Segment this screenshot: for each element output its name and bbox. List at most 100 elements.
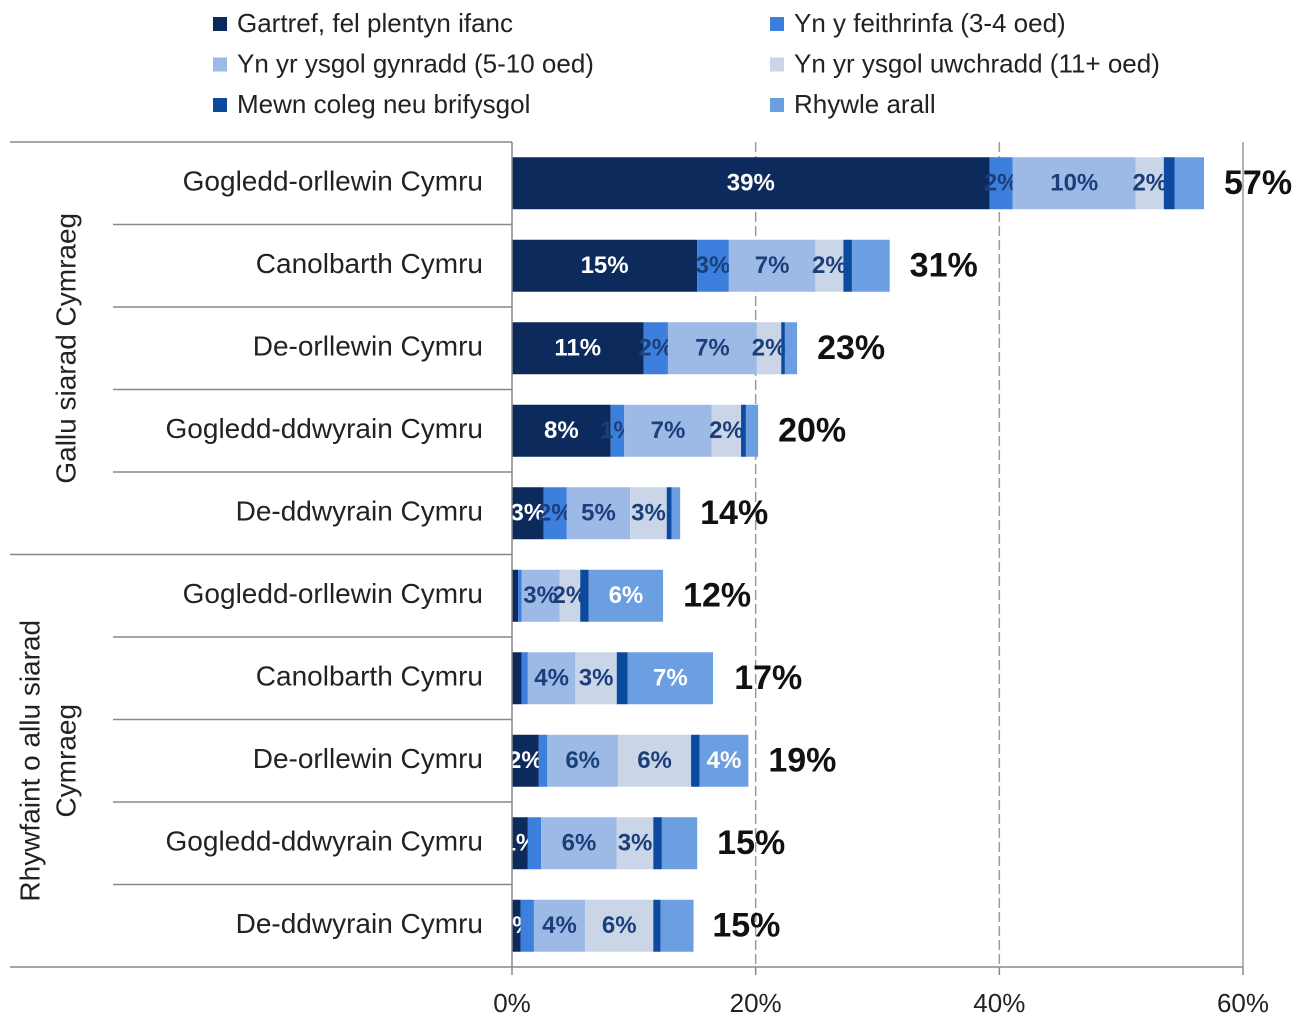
- bar-segment: [728, 239, 816, 292]
- segment-label: 2%: [984, 170, 1019, 197]
- bar-segment: [512, 899, 521, 952]
- segment-label: 7%: [651, 417, 686, 444]
- segment-label: 6%: [562, 830, 597, 857]
- total-label: 15%: [717, 824, 785, 862]
- total-label: 12%: [683, 577, 751, 615]
- bar-segment: [541, 817, 617, 870]
- segment-label: 39%: [727, 170, 775, 197]
- segment-label: 4%: [707, 747, 742, 774]
- bar-segment: [756, 322, 782, 375]
- total-label: 17%: [734, 659, 802, 697]
- category-label: Canolbarth Cymru: [256, 248, 483, 279]
- bar-segment: [533, 899, 586, 952]
- bar-segment: [784, 322, 798, 375]
- segment-label: 8%: [544, 417, 579, 444]
- segment-label: 2%: [812, 252, 847, 279]
- x-tick-label: 60%: [1217, 988, 1269, 1018]
- legend-label: Yn yr ysgol uwchradd (11+ oed): [794, 48, 1160, 78]
- segment-label: 7%: [695, 335, 730, 362]
- bar-segment: [585, 899, 654, 952]
- bar-segment: [512, 569, 519, 622]
- bar-segment: [741, 404, 746, 457]
- segment-label: 3%: [523, 582, 558, 609]
- category-label: De-orllewin Cymru: [253, 743, 483, 774]
- total-label: 23%: [817, 329, 885, 367]
- bar-segment: [697, 239, 729, 292]
- bar-segment: [617, 734, 692, 787]
- bar-segment: [543, 487, 567, 540]
- bar-segment: [512, 322, 644, 375]
- bar-segment: [521, 569, 560, 622]
- segment-label: 15%: [581, 252, 629, 279]
- category-label: De-ddwyrain Cymru: [236, 496, 483, 527]
- bar-segment: [512, 157, 990, 210]
- x-tick-label: 20%: [730, 988, 782, 1018]
- bar-segment: [1012, 157, 1136, 210]
- bar-segment: [520, 899, 534, 952]
- legend-swatch: [213, 57, 227, 72]
- segment-label: 11%: [554, 335, 601, 362]
- bar-segment: [667, 322, 757, 375]
- x-tick-label: 40%: [973, 988, 1025, 1018]
- segment-label: 3%: [510, 500, 545, 527]
- segment-label: 4%: [534, 665, 569, 692]
- legend-swatch: [770, 98, 784, 112]
- bar-segment: [566, 487, 631, 540]
- bar-segment: [512, 239, 698, 292]
- group-label: Rhywfaint o allu siarad: [14, 620, 45, 902]
- segment-label: 6%: [602, 912, 637, 939]
- segment-label: 7%: [755, 252, 790, 279]
- x-tick-label: 0%: [493, 988, 531, 1018]
- segment-label: 3%: [631, 500, 666, 527]
- bar-segment: [588, 569, 664, 622]
- bar-segment: [512, 734, 539, 787]
- bar-segment: [518, 569, 522, 622]
- segment-label: 6%: [637, 747, 672, 774]
- bar-segment: [671, 487, 681, 540]
- segment-label: 5%: [581, 500, 616, 527]
- bar-segment: [1163, 157, 1175, 210]
- bar-segment: [512, 404, 611, 457]
- legend-swatch: [213, 17, 227, 31]
- bar-segment: [815, 239, 844, 292]
- category-label: Canolbarth Cymru: [256, 661, 483, 692]
- bar-segment: [745, 404, 759, 457]
- bar-segment: [691, 734, 700, 787]
- bar-segment: [575, 652, 617, 705]
- total-label: 20%: [778, 412, 846, 450]
- bar-segment: [660, 899, 694, 952]
- segment-label: 6%: [565, 747, 600, 774]
- segment-label: 2%: [709, 417, 744, 444]
- bar-segment: [666, 487, 672, 540]
- bar-segment: [527, 652, 576, 705]
- bar-segment: [843, 239, 852, 292]
- category-label: De-ddwyrain Cymru: [236, 908, 483, 939]
- segment-label: 7%: [653, 665, 688, 692]
- segment-label: 4%: [542, 912, 577, 939]
- legend-label: Yn yr ysgol gynradd (5-10 oed): [237, 48, 594, 78]
- legend-swatch: [770, 17, 784, 31]
- bar-segment: [547, 734, 618, 787]
- bar-segment: [616, 817, 654, 870]
- category-label: Gogledd-orllewin Cymru: [183, 166, 483, 197]
- segment-label: 2%: [638, 335, 673, 362]
- bar-segment: [661, 817, 698, 870]
- total-label: 31%: [910, 247, 978, 285]
- bar-segment: [699, 734, 749, 787]
- legend-label: Rhywle arall: [794, 89, 936, 119]
- bar-segment: [538, 734, 548, 787]
- segment-label: 2%: [508, 747, 543, 774]
- bar-segment: [580, 569, 589, 622]
- bar-segment: [512, 817, 528, 870]
- legend-label: Gartref, fel plentyn ifanc: [237, 8, 513, 38]
- legend-swatch: [213, 98, 227, 112]
- legend-label: Yn y feithrinfa (3-4 oed): [794, 8, 1066, 38]
- legend-label: Mewn coleg neu brifysgol: [237, 89, 530, 119]
- bar-segment: [512, 652, 522, 705]
- bar-segment: [521, 652, 528, 705]
- segment-label: 10%: [1050, 170, 1098, 197]
- segment-label: 2%: [1132, 170, 1167, 197]
- total-label: 15%: [712, 907, 780, 945]
- bar-segment: [1174, 157, 1205, 210]
